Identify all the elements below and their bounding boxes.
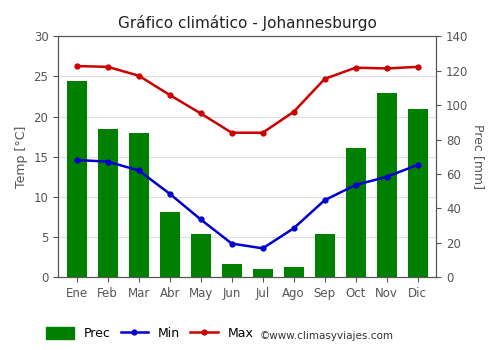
Bar (408, 108, 428, 277)
Bar (314, 234, 334, 277)
Y-axis label: Prec [mm]: Prec [mm] (472, 124, 485, 189)
Bar (66, 81, 87, 277)
Y-axis label: Temp [°C]: Temp [°C] (15, 126, 28, 188)
Bar (128, 133, 149, 277)
Bar (190, 234, 211, 277)
Bar (346, 148, 366, 277)
Bar (160, 212, 180, 277)
Bar (376, 93, 396, 277)
Bar (98, 129, 118, 277)
Bar (222, 264, 242, 277)
Bar (284, 267, 304, 277)
Text: ©www.climasyviajes.com: ©www.climasyviajes.com (260, 331, 394, 341)
Title: Gráfico climático - Johannesburgo: Gráfico climático - Johannesburgo (118, 15, 376, 31)
Bar (252, 269, 273, 277)
Legend: Prec, Min, Max: Prec, Min, Max (46, 327, 254, 340)
